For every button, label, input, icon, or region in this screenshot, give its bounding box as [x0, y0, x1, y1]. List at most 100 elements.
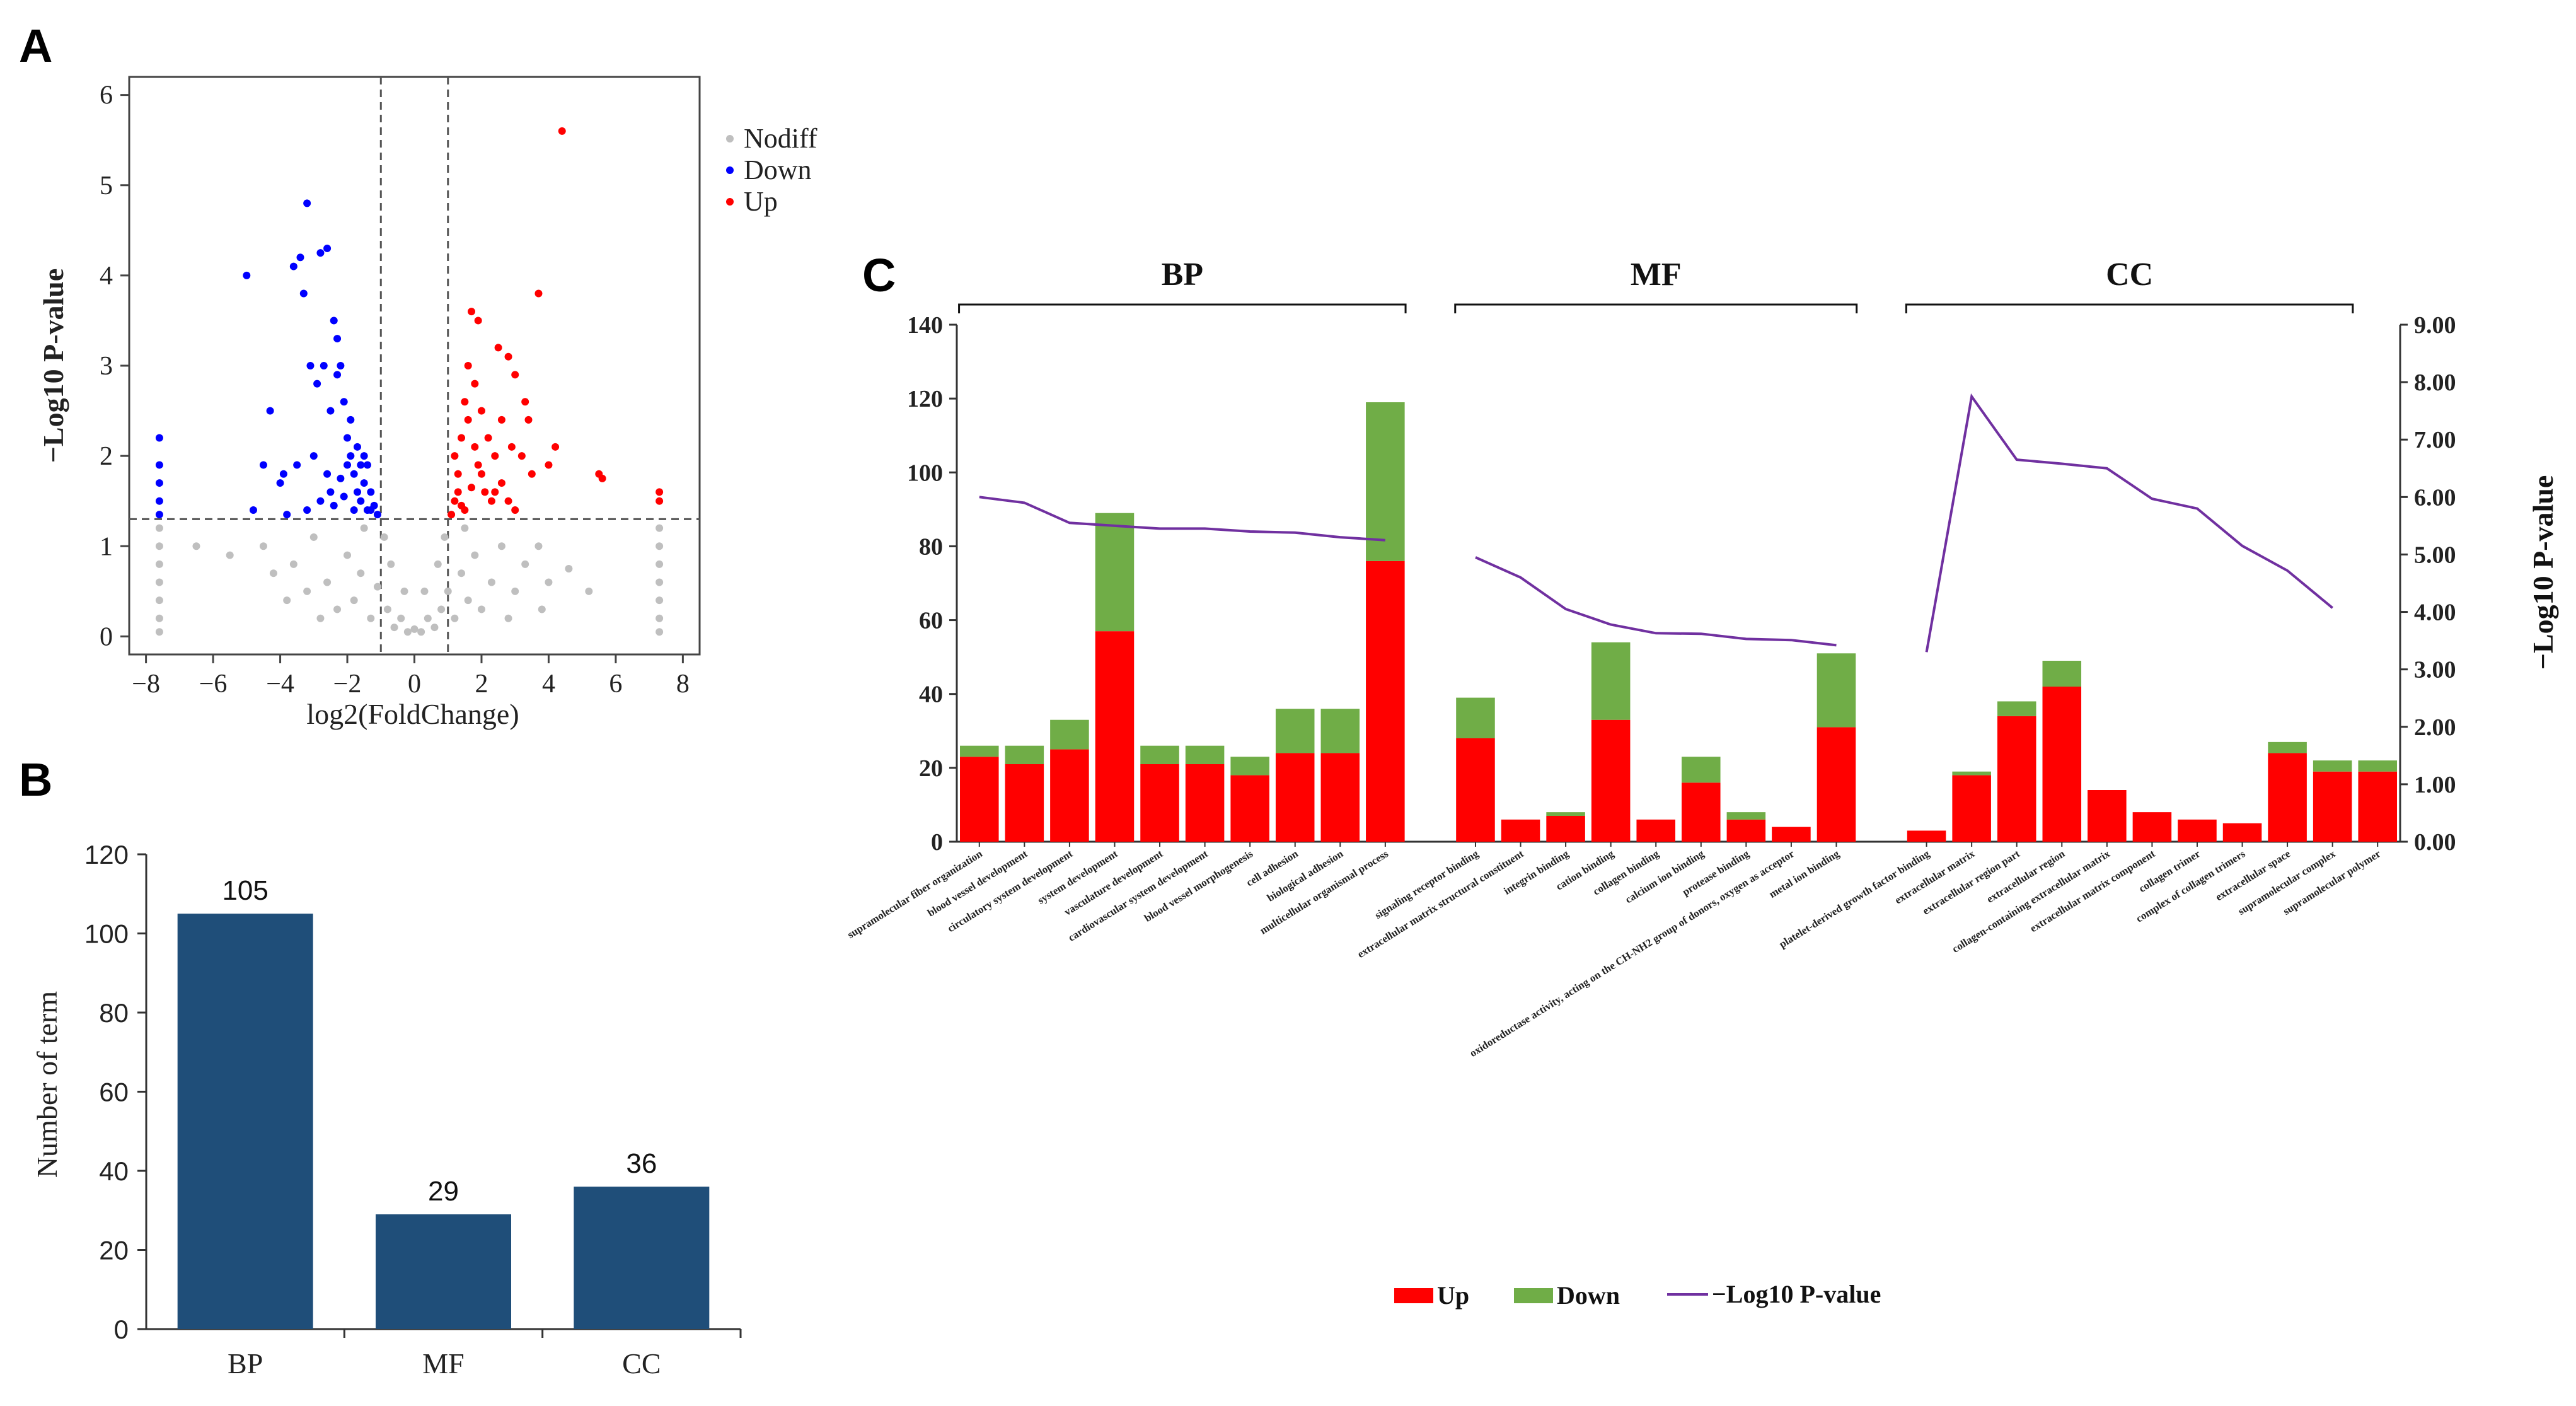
volcano-point-nodiff — [397, 614, 405, 622]
volcano-x-tick-label: 8 — [676, 670, 690, 699]
volcano-point-nodiff — [511, 587, 519, 595]
go-bar-down — [1095, 513, 1135, 632]
volcano-points — [155, 127, 664, 636]
go-bar-up — [1320, 753, 1360, 842]
volcano-point-up — [471, 443, 479, 451]
volcano-point-up — [468, 308, 475, 316]
go-bar-up — [2088, 790, 2127, 842]
volcano-point-up — [598, 474, 606, 482]
go-bar-down — [1726, 812, 1766, 820]
volcano-point-down — [350, 470, 358, 478]
volcano-y-tick-label: 2 — [100, 442, 113, 471]
panel-a-label: A — [19, 20, 52, 72]
go-group-label-cc: CC — [2106, 257, 2153, 293]
volcano-point-down — [344, 461, 352, 469]
go-y2-tick-label: 0.00 — [2414, 829, 2456, 856]
volcano-y-tick-label: 3 — [100, 352, 113, 381]
go-y2-tick-label: 1.00 — [2414, 772, 2456, 798]
volcano-point-nodiff — [155, 628, 163, 636]
legend-marker-down — [726, 166, 734, 174]
go-y2-tick-label: 7.00 — [2414, 427, 2456, 453]
volcano-point-down — [299, 289, 308, 298]
volcano-point-down — [283, 511, 291, 519]
volcano-point-nodiff — [373, 583, 381, 591]
term-count-bar-cc — [574, 1187, 710, 1329]
go-category-label: collagen-containing extracellular matrix — [1950, 847, 2113, 955]
volcano-y-tick-label: 5 — [100, 171, 113, 200]
volcano-point-up — [454, 470, 462, 478]
volcano-point-nodiff — [289, 560, 297, 568]
go-group-bracket-bp — [958, 303, 1407, 313]
go-bar-down — [960, 745, 999, 757]
go-y2-tick-label: 3.00 — [2414, 657, 2456, 683]
volcano-point-up — [491, 452, 499, 460]
volcano-point-down — [296, 253, 304, 262]
go-bar-down — [1952, 771, 1991, 776]
volcano-point-nodiff — [430, 624, 439, 632]
volcano-point-up — [474, 317, 482, 325]
go-bar-down — [1546, 812, 1585, 816]
volcano-point-nodiff — [380, 533, 388, 541]
volcano-point-down — [337, 474, 345, 482]
go-bar-up — [1050, 749, 1089, 842]
volcano-point-up — [461, 506, 469, 514]
go-y-tick-label: 60 — [919, 608, 943, 634]
go-bar-up — [1140, 764, 1179, 842]
go-category-label: extracellular matrix structural constitu… — [1355, 847, 1526, 960]
term-count-y-tick-label: 40 — [99, 1156, 129, 1186]
volcano-point-down — [306, 362, 315, 369]
volcano-point-down — [155, 511, 163, 519]
volcano-point-down — [337, 362, 345, 369]
term-count-bar-mf — [376, 1214, 511, 1329]
go-group-label-mf: MF — [1631, 257, 1682, 293]
go-bar-up — [1501, 819, 1540, 842]
go-bar-up — [1275, 753, 1315, 842]
volcano-point-nodiff — [417, 628, 425, 636]
volcano-point-nodiff — [424, 614, 432, 622]
go-bars — [960, 402, 2397, 842]
volcano-point-nodiff — [360, 524, 368, 532]
go-y-tick-label: 140 — [907, 312, 943, 339]
volcano-point-up — [511, 506, 519, 514]
go-bar-up — [1997, 716, 2036, 842]
volcano-point-nodiff — [458, 569, 466, 578]
volcano-point-nodiff — [451, 614, 459, 622]
term-count-value-label: 29 — [428, 1176, 459, 1207]
volcano-point-nodiff — [461, 524, 469, 532]
volcano-point-nodiff — [323, 578, 332, 586]
volcano-point-up — [656, 497, 664, 505]
volcano-point-nodiff — [464, 596, 472, 605]
go-bar-up — [2268, 753, 2307, 842]
go-y2-tick-label: 9.00 — [2414, 312, 2456, 339]
go-category-label: calcium ion binding — [1623, 847, 1706, 905]
go-y2-tick-label: 8.00 — [2414, 369, 2456, 396]
volcano-point-nodiff — [471, 551, 479, 559]
go-bar-up — [1230, 775, 1269, 842]
go-axes: 0 20 40 60 80 100 120 140 0.00 1.00 2.00 3.00 4.00 5.… — [907, 312, 2456, 856]
volcano-point-up — [474, 461, 482, 469]
volcano-x-tick-label: −4 — [266, 670, 294, 699]
volcano-point-nodiff — [155, 578, 163, 586]
go-bar-up — [2222, 823, 2262, 842]
volcano-point-down — [309, 452, 318, 460]
go-bar-down — [1230, 757, 1269, 776]
volcano-x-label: log2(FoldChange) — [306, 698, 519, 730]
volcano-point-nodiff — [155, 596, 163, 605]
volcano-point-up — [477, 407, 485, 415]
go-y2-tick-label: 2.00 — [2414, 714, 2456, 741]
volcano-point-nodiff — [504, 614, 512, 622]
volcano-point-nodiff — [656, 524, 664, 532]
volcano-point-nodiff — [437, 605, 446, 613]
go-bar-up — [1636, 819, 1675, 842]
volcano-point-nodiff — [303, 587, 311, 595]
volcano-point-down — [330, 317, 338, 325]
term-count-bars: 105 BP 29 MF 36 CC — [177, 875, 710, 1380]
go-category-label: biological adhesion — [1265, 847, 1346, 904]
legend-label-pvalue: −Log10 P-value — [1712, 1280, 1881, 1308]
volcano-point-up — [511, 371, 519, 379]
volcano-point-up — [494, 344, 502, 352]
volcano-point-down — [155, 434, 163, 442]
go-bar-up — [1726, 819, 1766, 842]
volcano-legend: Nodiff Down Up — [726, 123, 817, 217]
